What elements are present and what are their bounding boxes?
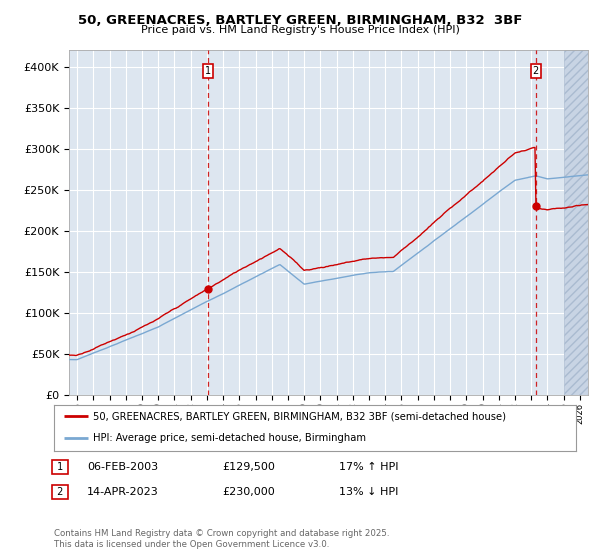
Text: 1: 1 [205, 66, 211, 76]
Text: 14-APR-2023: 14-APR-2023 [87, 487, 159, 497]
Text: 17% ↑ HPI: 17% ↑ HPI [339, 462, 398, 472]
Text: HPI: Average price, semi-detached house, Birmingham: HPI: Average price, semi-detached house,… [93, 433, 366, 443]
Text: £129,500: £129,500 [222, 462, 275, 472]
Text: 2: 2 [533, 66, 539, 76]
Text: £230,000: £230,000 [222, 487, 275, 497]
Bar [563, 50, 588, 395]
Text: Contains HM Land Registry data © Crown copyright and database right 2025.
This d: Contains HM Land Registry data © Crown c… [54, 529, 389, 549]
Text: 06-FEB-2003: 06-FEB-2003 [87, 462, 158, 472]
Text: 50, GREENACRES, BARTLEY GREEN, BIRMINGHAM, B32 3BF (semi-detached house): 50, GREENACRES, BARTLEY GREEN, BIRMINGHA… [93, 412, 506, 421]
Text: 1: 1 [54, 462, 67, 472]
Text: 13% ↓ HPI: 13% ↓ HPI [339, 487, 398, 497]
Text: Price paid vs. HM Land Registry's House Price Index (HPI): Price paid vs. HM Land Registry's House … [140, 25, 460, 35]
Text: 50, GREENACRES, BARTLEY GREEN, BIRMINGHAM, B32  3BF: 50, GREENACRES, BARTLEY GREEN, BIRMINGHA… [78, 14, 522, 27]
Text: 2: 2 [54, 487, 67, 497]
